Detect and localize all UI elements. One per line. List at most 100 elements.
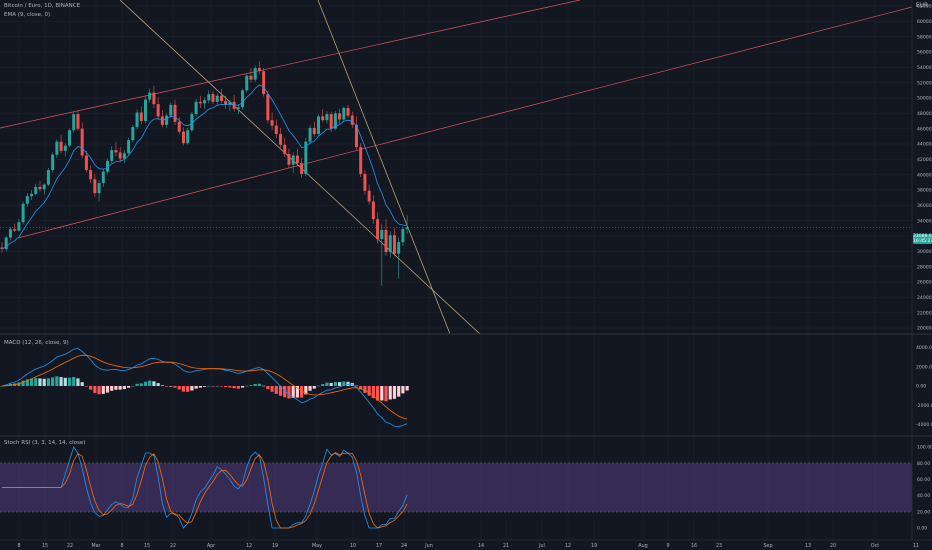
candle-body — [215, 95, 219, 102]
candle-body — [363, 173, 367, 191]
macd-histogram-bar — [397, 386, 401, 397]
symbol-title[interactable]: Bitcoin / Euro, 1D, BINANCE — [4, 3, 81, 9]
candle-body — [329, 114, 333, 129]
date-axis-label: 19 — [591, 543, 597, 549]
macd-histogram-bar — [51, 377, 55, 386]
candle-body — [46, 170, 50, 185]
macd-histogram-bar — [198, 386, 202, 388]
trendline-lower-channel — [17, 6, 913, 239]
date-axis-label: 15 — [144, 543, 150, 549]
date-axis-label: Jun — [424, 543, 433, 549]
stoch-d-line — [2, 452, 408, 529]
candle-body — [291, 155, 295, 165]
price-axis-tick: 34000.00 — [917, 218, 932, 224]
currency-label[interactable]: EUR — [915, 2, 929, 9]
date-axis[interactable]: 8 15 22 Mar 8 15 22 Apr 12 19 May 10 17 24 Jun 14 21 Jul 1… — [17, 543, 919, 549]
price-axis-tick: 30000.00 — [917, 249, 932, 255]
candle-body — [325, 114, 329, 121]
macd-histogram-bar — [236, 386, 240, 389]
candle-body — [354, 124, 358, 148]
candle-body — [338, 113, 342, 120]
macd-histogram-bar — [84, 386, 88, 387]
price-axis-tick: 24000.00 — [917, 295, 932, 301]
stoch-rsi-indicator-label[interactable]: Stoch RSI (3, 3, 14, 14, close) — [4, 440, 86, 446]
macd-signal-line — [1, 354, 408, 420]
candle-body — [304, 141, 308, 174]
macd-axis-tick: 4000.00 — [916, 345, 932, 351]
macd-histogram-bar — [321, 384, 325, 386]
macd-histogram-bar — [127, 386, 131, 388]
candle-body — [21, 203, 25, 223]
date-axis-label: 20 — [830, 543, 836, 549]
macd-histogram-bar — [371, 386, 375, 399]
date-axis-label: 19 — [272, 543, 278, 549]
price-axis-tick: 36000.00 — [917, 203, 932, 209]
date-axis-label: 8 — [120, 543, 123, 549]
macd-histogram-bar — [80, 382, 84, 386]
stoch-axis[interactable]: 100.00 80.00 60.00 40.00 20.00 0.00 — [917, 445, 932, 532]
price-axis-tick: 42000.00 — [917, 157, 932, 163]
macd-line — [1, 348, 408, 428]
price-pane[interactable] — [0, 0, 913, 335]
candle-body — [249, 75, 253, 80]
macd-indicator-label[interactable]: MACD (12, 26, close, 9) — [4, 340, 69, 346]
candle-body — [42, 184, 46, 190]
candle-body — [359, 147, 363, 174]
candle-body — [321, 116, 325, 121]
candle-body — [17, 222, 21, 231]
candle-body — [51, 154, 55, 171]
macd-histogram-bar — [177, 386, 181, 390]
macd-histogram-bar — [401, 386, 405, 394]
price-axis-tick: 56000.00 — [917, 50, 932, 56]
trendline-descending-2 — [317, 0, 451, 335]
stoch-axis-tick: 100.00 — [917, 445, 932, 451]
ema-indicator-label[interactable]: EMA (9, close, 0) — [4, 12, 51, 18]
stoch-rsi-pane[interactable] — [0, 446, 912, 529]
macd-histogram-bar — [245, 385, 249, 387]
date-axis-label: Aug — [638, 543, 647, 549]
date-axis-label: 23 — [716, 543, 722, 549]
macd-histogram-bar — [375, 386, 380, 401]
macd-histogram-bar — [211, 386, 215, 387]
candle-body — [148, 92, 152, 100]
macd-histogram-bar — [283, 386, 287, 398]
candle-body — [84, 155, 88, 171]
macd-histogram-bar — [186, 386, 190, 392]
price-axis-tick: 54000.00 — [917, 65, 932, 71]
candle-body — [165, 115, 169, 125]
date-axis-label: 22 — [170, 543, 176, 549]
macd-histogram-bar — [384, 386, 388, 402]
candle-body — [194, 101, 198, 115]
macd-histogram-bar — [295, 386, 299, 398]
macd-histogram-bar — [194, 386, 198, 389]
macd-histogram-bar — [354, 385, 359, 387]
trendline-upper-channel — [0, 0, 581, 129]
macd-histogram-bar — [164, 386, 169, 387]
candle-body — [397, 242, 401, 254]
date-axis-label: 16 — [691, 543, 697, 549]
date-axis-label: Jul — [538, 543, 545, 549]
candle-body — [76, 114, 80, 129]
price-axis-tick: 22000.00 — [917, 310, 932, 316]
candle-body — [93, 179, 97, 194]
macd-histogram-bar — [55, 376, 59, 386]
candle-body — [266, 94, 270, 121]
candle-body — [283, 144, 287, 154]
macd-pane[interactable] — [0, 348, 409, 428]
macd-axis[interactable]: 4000.00 2000.00 0.00 -2000.00 -4000.00 — [916, 345, 932, 428]
macd-histogram-bar — [89, 386, 93, 390]
price-axis-tick: 62000.00 — [917, 4, 932, 10]
candle-body — [135, 112, 139, 128]
trendline-descending-1 — [119, 0, 481, 335]
candle-body — [300, 163, 304, 174]
price-axis[interactable]: 62000.00 60000.00 58000.00 56000.00 54000.00… — [917, 4, 932, 332]
macd-histogram-bar — [219, 386, 224, 387]
candle-body — [380, 229, 384, 240]
price-axis-tick: 60000.00 — [917, 19, 932, 25]
date-axis-label: 22 — [67, 543, 73, 549]
price-axis-tick: 44000.00 — [917, 142, 932, 148]
macd-histogram-bar — [388, 386, 392, 400]
trendlines[interactable] — [0, 0, 913, 335]
